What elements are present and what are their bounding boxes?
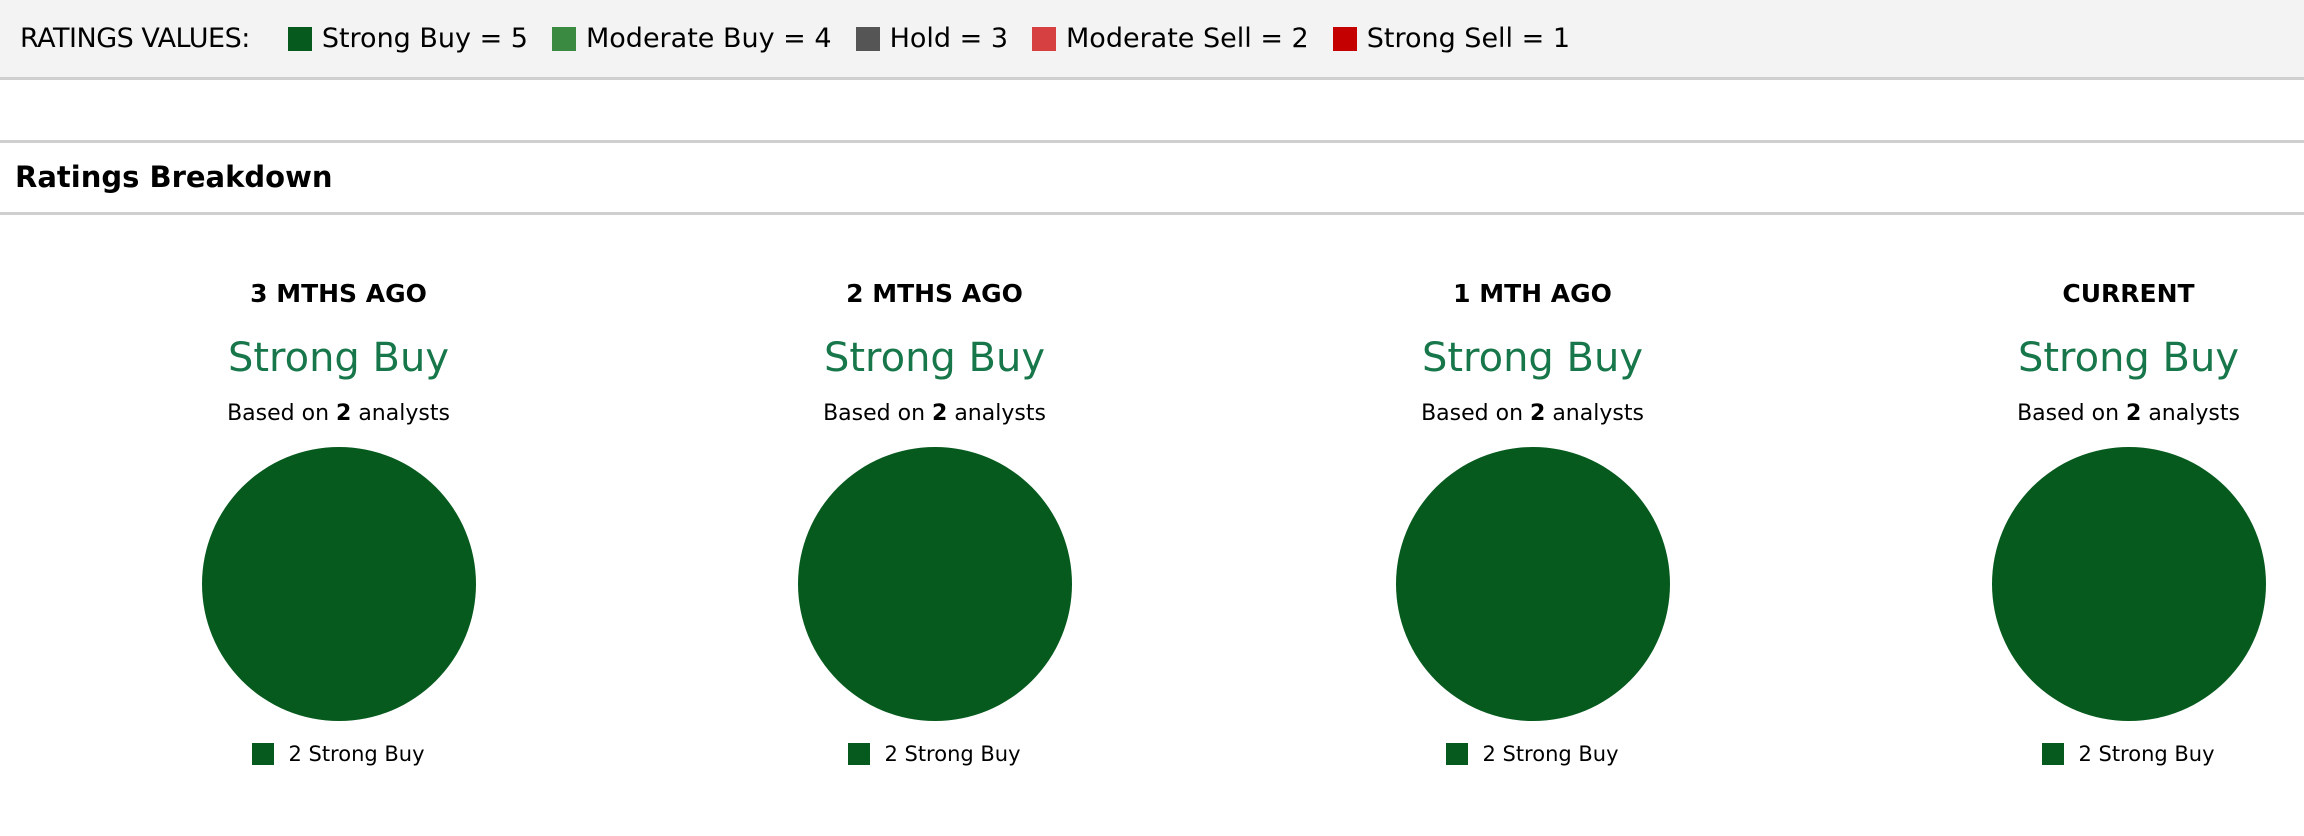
ratings-values-label: RATINGS VALUES: — [20, 23, 250, 54]
period-title: 2 MTHS AGO — [846, 279, 1023, 308]
legend-item: Moderate Buy = 4 — [551, 23, 832, 54]
pie-legend-swatch — [1446, 743, 1469, 765]
based-prefix: Based on — [227, 401, 330, 426]
legend-label: Moderate Buy = 4 — [585, 23, 832, 54]
pie-legend-label: 2 Strong Buy — [2078, 742, 2215, 766]
breakdown-column: 2 MTHS AGO Strong Buy Based on 2 analyst… — [636, 270, 1233, 766]
based-prefix: Based on — [2017, 401, 2120, 426]
analysts-number: 2 — [2126, 401, 2142, 426]
analyst-count: Based on 2 analysts — [636, 394, 1233, 434]
analyst-count: Based on 2 analysts — [1830, 394, 2304, 434]
legend-swatch — [551, 26, 576, 51]
analysts-number: 2 — [336, 401, 352, 426]
analysts-number: 2 — [1530, 401, 1546, 426]
pie-legend-label: 2 Strong Buy — [884, 742, 1021, 766]
analysts-number: 2 — [932, 401, 948, 426]
breakdown-column: CURRENT Strong Buy Based on 2 analysts 2… — [1830, 270, 2304, 766]
pie-legend-swatch — [848, 743, 871, 765]
based-prefix: Based on — [823, 401, 926, 426]
based-suffix: analysts — [358, 401, 450, 426]
based-suffix: analysts — [954, 401, 1046, 426]
pie-legend: 2 Strong Buy — [40, 742, 637, 766]
pie-legend: 2 Strong Buy — [636, 742, 1233, 766]
consensus-rating: Strong Buy — [227, 335, 450, 381]
ratings-pie — [797, 447, 1072, 721]
pie-slice-strong-buy — [1991, 447, 2266, 721]
period-title: 1 MTH AGO — [1453, 279, 1612, 308]
legend-swatch — [855, 26, 880, 51]
breakdown-column: 3 MTHS AGO Strong Buy Based on 2 analyst… — [40, 270, 637, 766]
analyst-count: Based on 2 analysts — [40, 394, 637, 434]
legend-item: Strong Sell = 1 — [1332, 23, 1571, 54]
pie-legend-swatch — [252, 743, 275, 765]
pie-legend-label: 2 Strong Buy — [1482, 742, 1619, 766]
consensus-rating: Strong Buy — [2017, 335, 2240, 381]
divider — [0, 140, 2304, 143]
legend-item: Moderate Sell = 2 — [1032, 23, 1309, 54]
period-title: CURRENT — [2062, 279, 2195, 308]
ratings-pie — [201, 447, 476, 721]
pie-legend-swatch — [2042, 743, 2065, 765]
ratings-legend: Strong Buy = 5 Moderate Buy = 4 Hold = 3 Mo… — [287, 23, 1594, 54]
legend-swatch — [1332, 26, 1357, 51]
consensus-rating: Strong Buy — [823, 335, 1046, 381]
legend-swatch — [1032, 26, 1056, 51]
pie-slice-strong-buy — [797, 447, 1072, 721]
legend-label: Hold = 3 — [889, 23, 1008, 54]
based-suffix: analysts — [1552, 401, 1644, 426]
breakdown-column: 1 MTH AGO Strong Buy Based on 2 analysts… — [1234, 270, 1831, 766]
legend-item: Strong Buy = 5 — [287, 23, 528, 54]
section-title: Ratings Breakdown — [15, 160, 333, 194]
pie-slice-strong-buy — [1395, 447, 1670, 721]
pie-legend: 2 Strong Buy — [1830, 742, 2304, 766]
legend-label: Strong Buy = 5 — [321, 23, 528, 54]
divider — [0, 212, 2304, 215]
ratings-pie — [1991, 447, 2266, 721]
period-title: 3 MTHS AGO — [250, 279, 427, 308]
ratings-pie — [1395, 447, 1670, 721]
based-suffix: analysts — [2148, 401, 2240, 426]
pie-slice-strong-buy — [201, 447, 476, 721]
legend-item: Hold = 3 — [855, 23, 1008, 54]
pie-legend-label: 2 Strong Buy — [288, 742, 425, 766]
legend-label: Moderate Sell = 2 — [1066, 23, 1309, 54]
based-prefix: Based on — [1421, 401, 1524, 426]
pie-legend: 2 Strong Buy — [1234, 742, 1831, 766]
legend-swatch — [287, 26, 312, 51]
ratings-values-bar: RATINGS VALUES: Strong Buy = 5 Moderate B… — [0, 0, 2304, 80]
analyst-count: Based on 2 analysts — [1234, 394, 1831, 434]
legend-label: Strong Sell = 1 — [1366, 23, 1571, 54]
consensus-rating: Strong Buy — [1421, 335, 1644, 381]
